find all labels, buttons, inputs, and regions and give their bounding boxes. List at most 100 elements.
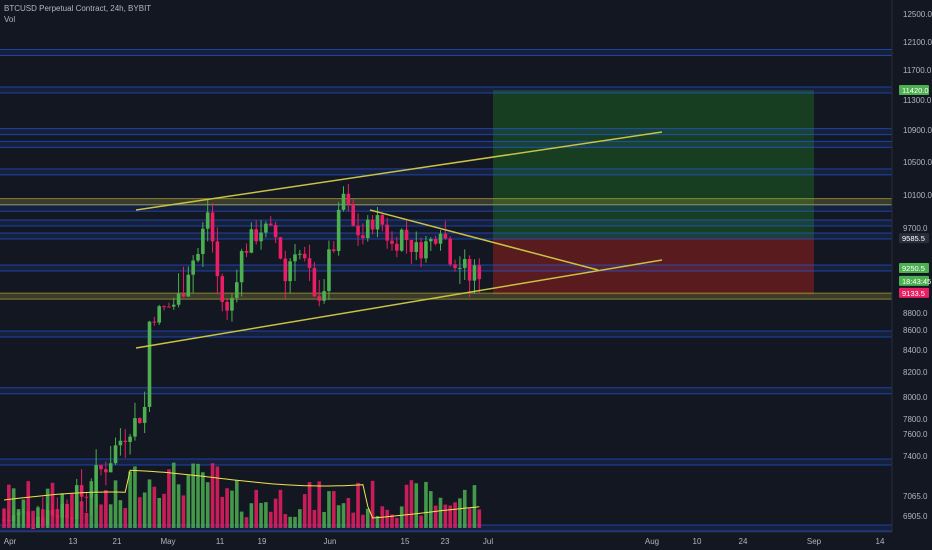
volume-bar[interactable] xyxy=(312,510,317,528)
volume-bar[interactable] xyxy=(283,514,288,528)
candle-body[interactable] xyxy=(215,241,220,277)
candle-body[interactable] xyxy=(152,321,157,323)
candle-body[interactable] xyxy=(249,229,254,253)
candle-body[interactable] xyxy=(239,250,244,283)
volume-bar[interactable] xyxy=(128,471,132,528)
candle-body[interactable] xyxy=(138,418,142,423)
volume-bar[interactable] xyxy=(79,501,84,528)
candle-body[interactable] xyxy=(108,463,113,473)
volume-bar[interactable] xyxy=(176,484,181,528)
candle-body[interactable] xyxy=(31,528,35,529)
volume-bar[interactable] xyxy=(181,495,186,528)
volume-bar[interactable] xyxy=(104,489,108,528)
candle-body[interactable] xyxy=(201,228,205,255)
volume-ma-line[interactable] xyxy=(3,469,480,519)
volume-bar[interactable] xyxy=(84,512,89,528)
volume-bar[interactable] xyxy=(230,490,234,528)
volume-bar[interactable] xyxy=(45,488,50,528)
volume-bar[interactable] xyxy=(205,482,210,528)
level-band[interactable] xyxy=(0,49,892,56)
volume-bar[interactable] xyxy=(50,482,55,528)
volume-bar[interactable] xyxy=(472,485,477,528)
volume-bar[interactable] xyxy=(138,497,142,528)
candle-body[interactable] xyxy=(419,242,423,259)
volume-bar[interactable] xyxy=(361,514,365,528)
volume-bar[interactable] xyxy=(201,472,205,528)
candle-body[interactable] xyxy=(278,237,283,259)
candle-body[interactable] xyxy=(443,233,448,239)
volume-bar[interactable] xyxy=(152,486,157,528)
volume-bar[interactable] xyxy=(259,502,263,528)
volume-bar[interactable] xyxy=(7,484,11,528)
volume-bar[interactable] xyxy=(65,514,69,528)
candle-body[interactable] xyxy=(467,258,472,281)
volume-bar[interactable] xyxy=(60,493,64,528)
volume-bar[interactable] xyxy=(467,508,472,528)
symbol-title[interactable]: BTCUSD Perpetual Contract, 24h, BYBIT xyxy=(4,4,152,13)
level-band[interactable] xyxy=(0,168,892,175)
volume-bar[interactable] xyxy=(307,482,312,528)
candle-body[interactable] xyxy=(84,496,89,498)
candle-body[interactable] xyxy=(375,215,380,230)
candle-body[interactable] xyxy=(462,258,467,268)
volume-bar[interactable] xyxy=(171,462,176,528)
volume-bar[interactable] xyxy=(167,469,171,528)
volume-bar[interactable] xyxy=(74,499,79,528)
candle-body[interactable] xyxy=(268,223,273,226)
volume-bar[interactable] xyxy=(477,509,482,528)
candle-body[interactable] xyxy=(414,242,419,252)
candle-body[interactable] xyxy=(346,193,351,205)
level-band[interactable] xyxy=(0,141,892,148)
candle-body[interactable] xyxy=(336,209,341,251)
candle-body[interactable] xyxy=(298,253,302,255)
candle-body[interactable] xyxy=(225,301,229,311)
support-band[interactable] xyxy=(0,198,892,205)
candle-body[interactable] xyxy=(322,291,326,301)
candle-body[interactable] xyxy=(312,267,317,297)
volume-bar[interactable] xyxy=(409,480,414,528)
volume-bar[interactable] xyxy=(424,481,428,528)
candle-body[interactable] xyxy=(235,282,239,298)
volume-bar[interactable] xyxy=(196,463,200,528)
candle-body[interactable] xyxy=(264,223,268,233)
volume-bar[interactable] xyxy=(298,509,302,528)
candle-body[interactable] xyxy=(356,225,360,236)
candle-body[interactable] xyxy=(118,440,123,446)
level-band[interactable] xyxy=(0,387,892,394)
candle-body[interactable] xyxy=(361,235,365,239)
volume-bar[interactable] xyxy=(395,517,399,528)
lower-channel-trendline[interactable] xyxy=(135,259,663,349)
volume-bar[interactable] xyxy=(264,502,268,528)
volume-bar[interactable] xyxy=(99,504,103,528)
candle-body[interactable] xyxy=(448,238,452,265)
volume-bar[interactable] xyxy=(462,489,467,528)
candle-body[interactable] xyxy=(220,276,225,302)
volume-bar[interactable] xyxy=(16,509,21,528)
price-tag[interactable] xyxy=(899,287,929,298)
volume-bar[interactable] xyxy=(317,481,322,528)
volume-bar[interactable] xyxy=(239,511,244,528)
candle-body[interactable] xyxy=(409,239,414,252)
volume-bar[interactable] xyxy=(288,516,292,528)
level-band[interactable] xyxy=(0,265,892,271)
candle-body[interactable] xyxy=(167,306,171,308)
candle-body[interactable] xyxy=(453,264,457,269)
volume-bar[interactable] xyxy=(375,516,380,528)
candle-body[interactable] xyxy=(302,253,307,259)
volume-bar[interactable] xyxy=(278,489,283,528)
candle-body[interactable] xyxy=(157,306,161,323)
volume-bar[interactable] xyxy=(419,515,423,528)
volume-bar[interactable] xyxy=(293,516,297,528)
volume-bar[interactable] xyxy=(215,466,220,528)
volume-bar[interactable] xyxy=(273,498,278,528)
candle-body[interactable] xyxy=(244,250,249,253)
candle-body[interactable] xyxy=(254,229,258,242)
candle-body[interactable] xyxy=(79,485,84,497)
candle-body[interactable] xyxy=(259,232,263,242)
volume-bar[interactable] xyxy=(210,463,215,528)
volume-bar[interactable] xyxy=(254,489,258,528)
volume-bar[interactable] xyxy=(2,508,6,528)
volume-bar[interactable] xyxy=(21,499,26,528)
volume-bar[interactable] xyxy=(332,491,336,528)
volume-bar[interactable] xyxy=(438,497,443,528)
